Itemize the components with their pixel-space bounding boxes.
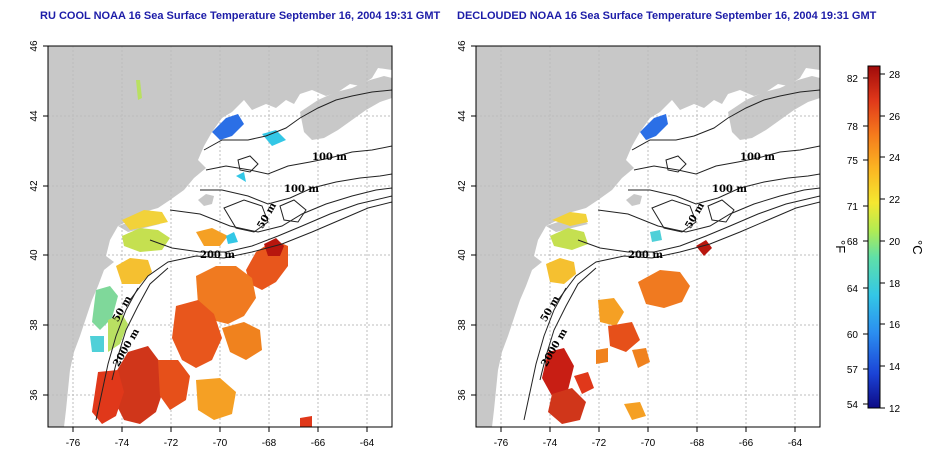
cape-cod: [626, 194, 642, 206]
contour-label-200m: 200 m: [200, 250, 235, 261]
fahrenheit-tick: 60: [847, 330, 859, 341]
lon-tick: -66: [311, 438, 326, 449]
temperature-colorbar: 82 78 75 71 68 64 60 57 54 28 26 24 22 2…: [833, 65, 925, 415]
colorbar-gradient: [867, 65, 881, 409]
lon-tick: -76: [494, 438, 509, 449]
left-map-panel: 100 m 100 m 50 m 200 m 50 m 2000 m -76 -…: [29, 40, 393, 449]
celsius-tick: 24: [889, 153, 901, 164]
lon-tick: -70: [641, 438, 656, 449]
lon-tick: -76: [66, 438, 81, 449]
axis-ticks: [471, 45, 796, 432]
lon-tick: -64: [788, 438, 803, 449]
fahrenheit-tick: 68: [847, 237, 859, 248]
lat-tick: 36: [457, 389, 468, 401]
celsius-tick: 28: [889, 70, 901, 81]
lon-tick: -70: [213, 438, 228, 449]
right-map-title: DECLOUDED NOAA 16 Sea Surface Temperatur…: [457, 10, 877, 22]
bathymetry-contours: [95, 89, 392, 421]
lon-tick: -66: [739, 438, 754, 449]
right-map-panel: 100 m 100 m 50 m 200 m 50 m 2000 m -76 -…: [457, 40, 821, 449]
lat-tick: 46: [29, 40, 40, 52]
bathymetry-contours: [523, 89, 820, 421]
contour-label-100m-upper: 100 m: [740, 152, 775, 163]
celsius-tick: 14: [889, 362, 901, 373]
land-mass: [48, 46, 392, 427]
contour-label-100m-lower: 100 m: [712, 184, 747, 195]
celsius-tick: 18: [889, 279, 901, 290]
sst-field-declouded: [542, 114, 712, 424]
lon-tick: -72: [164, 438, 179, 449]
land-mass: [476, 46, 820, 427]
nova-scotia: [300, 76, 392, 140]
celsius-tick: 16: [889, 320, 901, 331]
lon-tick: -64: [360, 438, 375, 449]
axis-ticks: [43, 45, 368, 432]
fahrenheit-tick: 82: [847, 74, 859, 85]
celsius-tick: 12: [889, 404, 901, 415]
lon-tick: -72: [592, 438, 607, 449]
fahrenheit-tick: 57: [847, 365, 859, 376]
lon-tick: -74: [543, 438, 558, 449]
lat-tick: 42: [457, 180, 468, 192]
lat-tick: 46: [457, 40, 468, 52]
lat-tick: 40: [457, 249, 468, 261]
cape-cod: [198, 194, 214, 206]
lat-tick: 44: [457, 110, 468, 122]
lat-tick: 42: [29, 180, 40, 192]
contour-label-200m: 200 m: [628, 250, 663, 261]
lat-tick: 40: [29, 249, 40, 261]
fahrenheit-unit-label: °F: [833, 240, 848, 253]
contour-label-100m-lower: 100 m: [284, 184, 319, 195]
lon-tick: -68: [690, 438, 705, 449]
sst-field: [90, 80, 312, 427]
lat-tick: 36: [29, 389, 40, 401]
lat-tick: 38: [29, 319, 40, 331]
fahrenheit-tick: 54: [847, 400, 859, 411]
nova-scotia: [728, 76, 820, 140]
celsius-tick: 22: [889, 195, 901, 206]
lat-tick: 38: [457, 319, 468, 331]
lon-tick: -68: [262, 438, 277, 449]
left-map-title: RU COOL NOAA 16 Sea Surface Temperature …: [40, 10, 441, 22]
celsius-unit-label: °C: [910, 240, 925, 255]
contour-label-100m-upper: 100 m: [312, 152, 347, 163]
fahrenheit-tick: 78: [847, 122, 859, 133]
celsius-tick: 20: [889, 237, 901, 248]
fahrenheit-tick: 75: [847, 156, 859, 167]
fahrenheit-tick: 71: [847, 202, 859, 213]
fahrenheit-tick: 64: [847, 284, 859, 295]
lat-tick: 44: [29, 110, 40, 122]
celsius-tick: 26: [889, 112, 901, 123]
lon-tick: -74: [115, 438, 130, 449]
